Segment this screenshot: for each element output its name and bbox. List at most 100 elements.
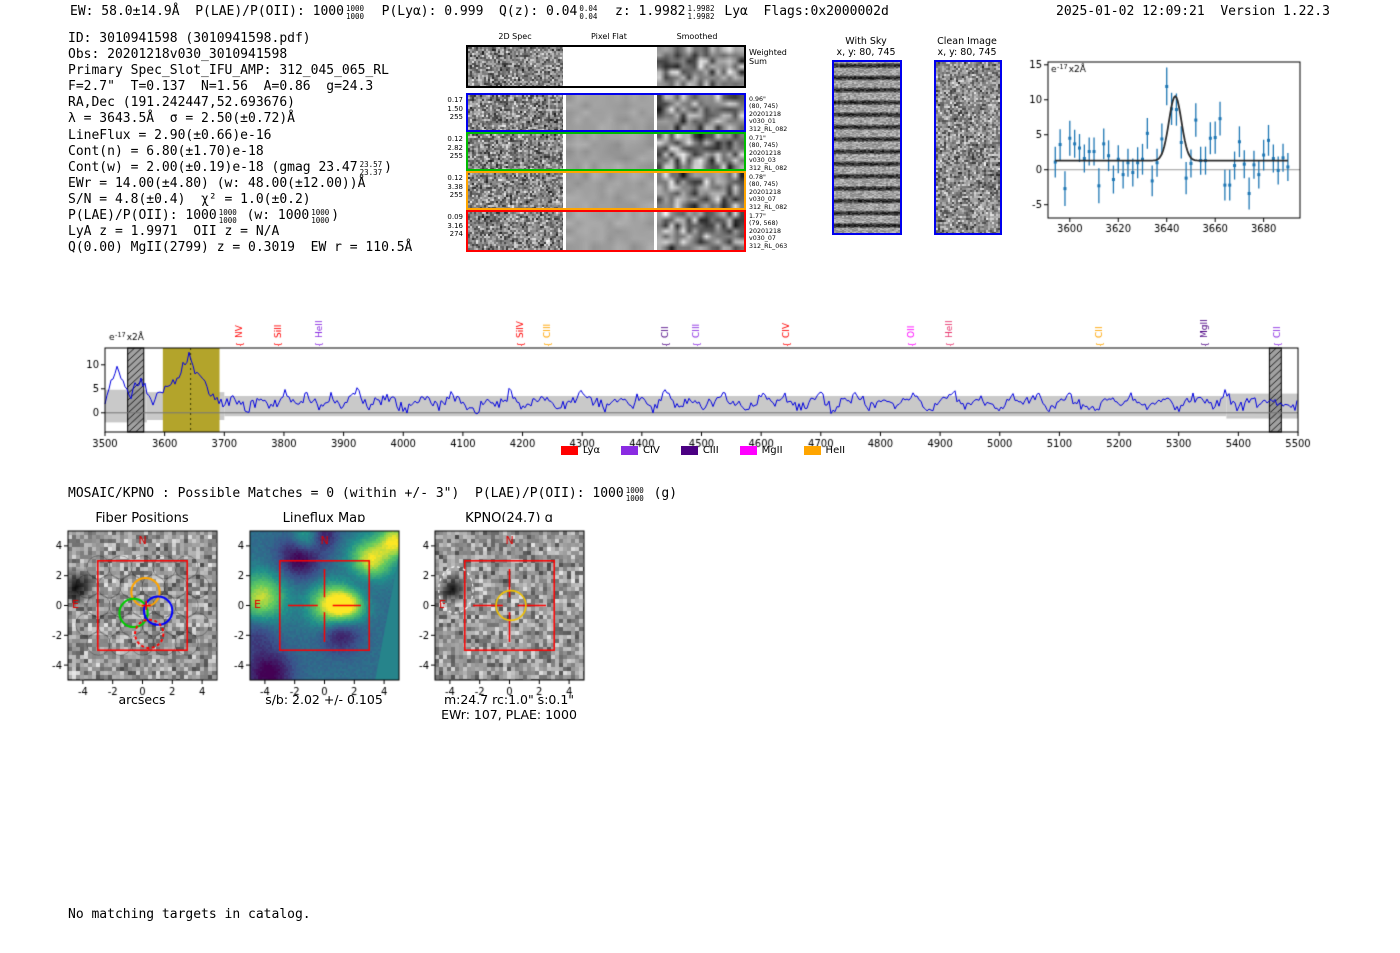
- with-sky-header: With Sky x, y: 80, 745: [806, 36, 926, 58]
- spec2d-flat-image: [566, 95, 654, 130]
- right-label: 0.96": [749, 96, 766, 103]
- spec2d-smoothed-image: [657, 212, 744, 250]
- clean-image-header: Clean Image x, y: 80, 745: [907, 36, 1027, 58]
- spec2d-row-right-labels: 0.71" (80, 745) 20201218 v030_03 312_RL_082: [749, 135, 824, 172]
- spec2d-smoothed-image: [657, 95, 744, 130]
- left-label: 3.38: [447, 182, 463, 191]
- text-segment: ): [384, 159, 392, 175]
- text-segment: EWr = 14.00(±4.80) (w: 48.00(±12.00))Å: [68, 175, 366, 191]
- spec2d-2d-image: [468, 47, 563, 86]
- text-segment: F=2.7" T=0.137 N=1.56 A=0.86 g=24.3: [68, 79, 374, 95]
- text-segment: RA,Dec (191.242447,52.693676): [68, 95, 295, 111]
- info-line: RA,Dec (191.242447,52.693676): [68, 95, 412, 111]
- kpno-sublabel-1: m:24.7 rc:1.0" s:0.1": [443, 692, 575, 707]
- legend-label: HeII: [825, 445, 846, 456]
- text-segment: z: 1.9982: [599, 4, 686, 19]
- with-sky-title: With Sky: [845, 36, 887, 47]
- fraction-top: 1000: [345, 4, 364, 13]
- text-segment: Lyα Flags:0x2000002d: [716, 4, 889, 19]
- left-label: 0.12: [447, 174, 463, 182]
- text-segment: LyA z = 1.9971 OII z = N/A: [68, 224, 280, 240]
- with-sky-image: [834, 62, 900, 233]
- right-label: 20201218: [749, 149, 782, 157]
- line-fit-inset-plot: [1028, 48, 1340, 238]
- fraction-bottom: 1000: [625, 494, 644, 504]
- info-line: Cont(w) = 2.00(±0.19)e-18 (gmag 23.47 23.…: [68, 159, 412, 177]
- right-label: Weighted: [749, 48, 787, 57]
- right-label: 20201218: [749, 227, 782, 235]
- fiber-positions-panel: [48, 522, 228, 707]
- spec2d-2d-image: [468, 95, 563, 130]
- clean-image-coords: x, y: 80, 745: [937, 47, 997, 58]
- spec2d-row-right-labels: 0.78" (80, 745) 20201218 v030_07 312_RL_082: [749, 174, 824, 211]
- info-line: LineFlux = 2.90(±0.66)e-16: [68, 128, 412, 144]
- info-line: F=2.7" T=0.137 N=1.56 A=0.86 g=24.3: [68, 79, 412, 95]
- legend-label: CIII: [702, 445, 719, 456]
- gap: [563, 95, 566, 130]
- info-line: Q(0.00) MgII(2799) z = 0.3019 EW r = 110…: [68, 240, 412, 256]
- fraction-top: 1000: [311, 208, 330, 218]
- text-segment: P(Lyα): 0.999 Q(z): 0.04: [366, 4, 578, 19]
- spec2d-flat-image: [566, 134, 654, 169]
- info-line: EWr = 14.00(±4.80) (w: 48.00(±12.00))Å: [68, 176, 412, 192]
- fraction-top: 1000: [625, 486, 644, 495]
- gap: [563, 173, 566, 208]
- left-label: 2.82: [447, 143, 463, 152]
- spec2d-cutout-stack: 2D Spec Pixel Flat Smoothed Weighted Sum 0…: [440, 30, 825, 256]
- text-segment: (w: 1000: [238, 208, 310, 224]
- spec2d-row-right-labels: Weighted Sum: [749, 48, 824, 66]
- kpno-sublabel-2: EWr: 107, PLAE: 1000: [441, 707, 577, 722]
- footer-notes: No matching targets in catalog. Row inte…: [68, 876, 311, 953]
- left-label: 255: [449, 191, 463, 199]
- spec2d-row-left-labels: 0.17 1.50 255: [440, 96, 463, 122]
- spec2d-row-right-labels: 1.77" (79, 568) 20201218 v030_07 312_RL_063: [749, 213, 824, 250]
- with-sky-cutout: [832, 60, 902, 235]
- fraction-top: 1000: [218, 208, 237, 218]
- right-label: (79, 568): [749, 220, 778, 228]
- stacked-fraction: 1000 1000: [626, 486, 644, 504]
- text-segment: Cont(w) = 2.00(±0.19)e-18 (gmag 23.47: [68, 159, 358, 175]
- info-line: Primary Spec_Slot_IFU_AMP: 312_045_065_R…: [68, 63, 412, 79]
- spec2d-smoothed-image: [657, 134, 744, 169]
- detection-info-block: ID: 3010941598 (3010941598.pdf) Obs: 2020…: [68, 31, 412, 256]
- spec2d-row-box: [466, 210, 746, 252]
- report-summary-header: EW: 58.0±14.9Å P(LAE)/P(OII): 1000 1000 10…: [70, 4, 889, 22]
- fraction-top: 1.9982: [687, 4, 715, 13]
- footer-line: No matching targets in catalog.: [68, 907, 311, 922]
- right-label: 312_RL_082: [749, 164, 788, 172]
- spec2d-row-box: [466, 171, 746, 210]
- fraction-bottom: 1000: [218, 216, 237, 226]
- report-timestamp-version: 2025-01-02 12:09:21 Version 1.22.3: [1056, 4, 1330, 19]
- right-label: v030_07: [749, 196, 776, 204]
- spec2d-2d-image: [468, 134, 563, 169]
- info-line: ID: 3010941598 (3010941598.pdf): [68, 31, 412, 47]
- right-label: 0.71": [749, 135, 766, 142]
- right-label: 0.78": [749, 174, 766, 181]
- gap: [654, 134, 657, 169]
- text-segment: Cont(n) = 6.80(±1.70)e-18: [68, 143, 264, 159]
- legend-label: Lyα: [582, 445, 601, 456]
- text-segment: Q(0.00) MgII(2799) z = 0.3019 EW r = 110…: [68, 240, 413, 256]
- text-segment: S/N = 4.8(±0.4) χ² = 1.0(±0.2): [68, 191, 311, 207]
- right-label: 312_RL_082: [749, 125, 788, 133]
- spec2d-col-header: Pixel Flat: [591, 32, 627, 41]
- gap: [654, 95, 657, 130]
- legend-item: Lyα: [560, 445, 601, 456]
- left-label: 0.17: [447, 96, 463, 104]
- info-line: λ = 3643.5Å σ = 2.50(±0.72)Å: [68, 111, 412, 127]
- text-segment: (g): [645, 486, 678, 501]
- spec2d-flat-image: [566, 47, 654, 86]
- legend-swatch: [803, 446, 821, 455]
- legend-swatch: [739, 446, 757, 455]
- legend-swatch: [560, 446, 578, 455]
- fraction-top: 23.57: [359, 159, 383, 169]
- right-label: v030_07: [749, 235, 776, 243]
- right-label: v030_03: [749, 157, 776, 165]
- legend-item: CIV: [621, 445, 660, 456]
- lineflux-sublabel: s/b: 2.02 +/- 0.105: [265, 692, 383, 707]
- spec2d-row-box: [466, 45, 746, 88]
- spectrum-legend: Lyα CIV CIII MgII HeII: [540, 445, 880, 456]
- right-label: (80, 745): [749, 103, 778, 111]
- right-label: Sum: [749, 57, 767, 66]
